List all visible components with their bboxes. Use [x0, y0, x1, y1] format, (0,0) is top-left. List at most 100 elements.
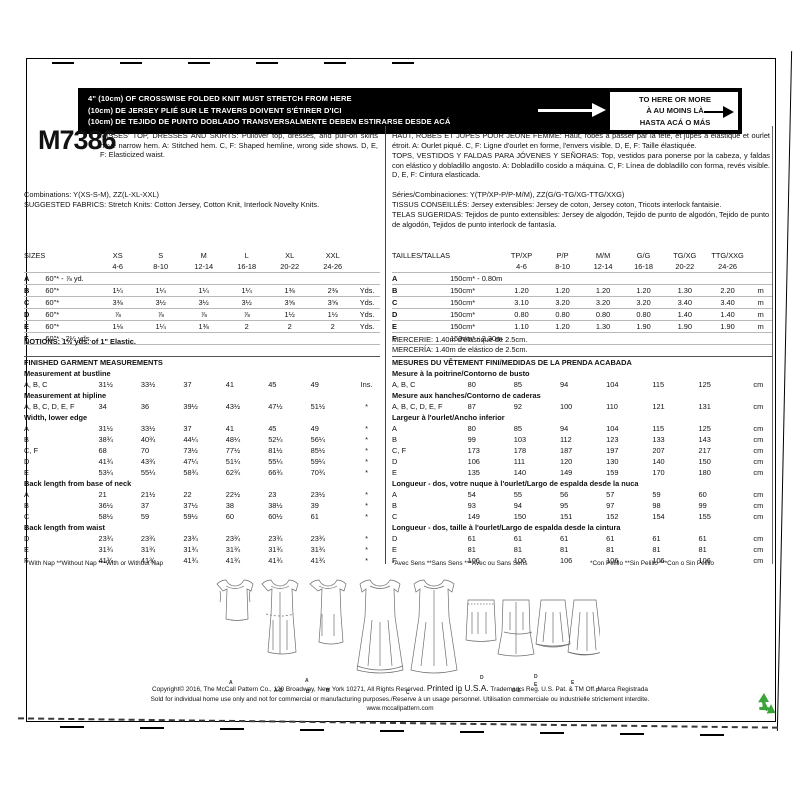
fgm-value: 97 [606, 501, 615, 510]
fgm-view-letter: F [24, 556, 29, 565]
fgm-value: 94 [559, 424, 569, 433]
fgm-value: 53¼ [98, 468, 113, 477]
fgm-unit: Ins. [360, 380, 373, 389]
fgm-value: 23½ [310, 490, 325, 499]
illustration-label-c2: C [458, 690, 462, 696]
fgm-value: 103 [513, 435, 527, 444]
size-code-4: XL [285, 251, 295, 260]
fgm-view-letter: B [392, 435, 397, 444]
fgm-value: 94 [513, 501, 522, 510]
fgm-value: 61 [513, 534, 522, 543]
fgm-view-letter: A, B, C, D, E, F [24, 402, 75, 411]
fgm-view-letter: A, B, C [392, 380, 416, 389]
nap-note-spanish: *Con Pelillo **Sin Pelillo ***Con o Sin … [590, 560, 714, 567]
yardage-value: 3.20 [623, 296, 664, 309]
illustration-label-b: B [306, 689, 310, 695]
fgm-value: 41¾ [225, 556, 241, 565]
fgm-value: 33½ [140, 424, 156, 433]
combinations-fabrics-english: Combinations: Y(XS-S-M), ZZ(L-XL-XXL) SU… [24, 190, 384, 210]
fgm-group-heading: Back length from waist [24, 523, 105, 532]
yardage-value: 1.30 [663, 284, 706, 297]
fgm-group-heading: Longueur - dos, votre nuque à l'ourlet/L… [392, 479, 639, 488]
fgm-value: 140 [652, 457, 665, 466]
fgm-value: 150 [513, 512, 527, 521]
copyright-text: Copyright© 2016, The McCall Pattern Co.,… [152, 686, 426, 693]
size-numeric-5: 24-26 [718, 262, 738, 271]
fgm-value: 92 [513, 402, 522, 411]
fgm-value: 55¼ [268, 457, 283, 466]
notions-metric: MERCERIE: 1.40m d'élastique de 2.5cm. ME… [392, 335, 528, 354]
fgm-view-letter: A, B, C [24, 380, 48, 389]
view-letter: B [24, 284, 46, 297]
fgm-group-heading-row: Mesure aux hanches/Contorno de caderas [392, 390, 772, 401]
yardage-value: 1.90 [663, 320, 706, 333]
recycle-icon [748, 690, 778, 720]
yardage-value: 1⅛ [96, 320, 140, 333]
fabric-width: 60"* [45, 308, 97, 321]
size-code-2: M [200, 251, 207, 260]
fgm-value: 155 [698, 512, 711, 521]
fabric-width: 150cm* [450, 320, 501, 333]
yardage-row: B 60"* 1¼ 1¼ 1¼ 1¼ 1⅜ 2⅜ Yds. [24, 284, 380, 297]
fabric-width-span: 150cm* - 0.80m [450, 272, 772, 285]
yardage-value: 2.20 [705, 284, 750, 297]
fgm-value: 70 [140, 446, 150, 455]
fgm-view-letter: A [392, 490, 397, 499]
fgm-value: 152 [606, 512, 619, 521]
fgm-value: 154 [652, 512, 665, 521]
size-numeric-3: 16-18 [237, 262, 257, 271]
view-c-dress-long-back [410, 579, 458, 674]
stretch-line-es: (10cm) DE TEJIDO DE PUNTO DOBLADO TRANSV… [88, 117, 451, 127]
fgm-value: 80 [467, 380, 476, 389]
yardage-value: 3½ [182, 296, 226, 309]
fgm-value: 38½ [268, 501, 283, 510]
fold-tick [540, 732, 564, 734]
fgm-value: 87 [467, 402, 476, 411]
fgm-value: 23¾ [140, 534, 156, 543]
fgm-value: 51¼ [225, 457, 241, 466]
printed-in-usa: Printed in U.S.A. [426, 683, 489, 693]
envelope-sheet [26, 58, 776, 722]
illustration-label-e2: E [571, 680, 575, 686]
footer-website[interactable]: www.mccallpattern.com [366, 705, 434, 713]
yardage-unit: Yds. [354, 320, 380, 333]
yardage-header-row: TAILLES/TALLAS TP/XP P/P M/M G/G TG/XG TTG/XXG [392, 250, 772, 261]
fgm-value: 106 [559, 556, 573, 565]
fgm-row: D 41¾ 43¾ 47¼ 51¼ 55¼ 59¼ * [24, 456, 380, 467]
yardage-value: 3⅝ [268, 296, 312, 309]
fgm-value: 61 [606, 534, 615, 543]
yardage-unit: Yds. [354, 296, 380, 309]
footer: Copyright© 2016, The McCall Pattern Co.,… [26, 683, 774, 714]
fgm-unit: cm [753, 468, 764, 477]
fgm-value: 38 [225, 501, 234, 510]
fgm-group-heading: Measurement at hipline [24, 391, 107, 400]
fgm-value: 140 [513, 468, 527, 477]
fgm-value: 39 [310, 501, 319, 510]
fgm-unit: * [365, 468, 368, 477]
fgm-value: 159 [606, 468, 619, 477]
fgm-value: 143 [698, 435, 711, 444]
fgm-value: 38¾ [98, 435, 113, 444]
size-numeric-0: 4-6 [112, 262, 124, 271]
yardage-value: 1¼ [182, 284, 226, 297]
size-code-1: P/P [556, 251, 569, 260]
fgm-value: 170 [652, 468, 665, 477]
fgm-group-heading-row: Largeur à l'ourlet/Ancho inferior [392, 412, 772, 423]
fgm-value: 81½ [268, 446, 283, 455]
sizes-label: TAILLES/TALLAS [392, 251, 451, 260]
fgm-value: 51½ [310, 402, 325, 411]
yardage-value: 3.20 [582, 296, 624, 309]
fgm-unit: cm [753, 446, 764, 455]
fgm-group-heading: Longueur - dos, taille à l'ourlet/Largo … [392, 523, 621, 532]
stretch-gauge-text: 4" (10cm) OF CROSSWISE FOLDED KNIT MUST … [80, 90, 536, 132]
fabrics-english: SUGGESTED FABRICS: Stretch Knits: Cotton… [24, 200, 320, 209]
view-letter: C [24, 296, 46, 309]
size-code-3: L [244, 251, 249, 260]
fgm-value: 85½ [310, 446, 325, 455]
fgm-unit: cm [753, 512, 764, 521]
yardage-value: 1⅜ [268, 284, 312, 297]
fgm-view-letter: A [24, 490, 29, 499]
fgm-value: 197 [606, 446, 619, 455]
yardage-value: 1½ [268, 308, 312, 321]
